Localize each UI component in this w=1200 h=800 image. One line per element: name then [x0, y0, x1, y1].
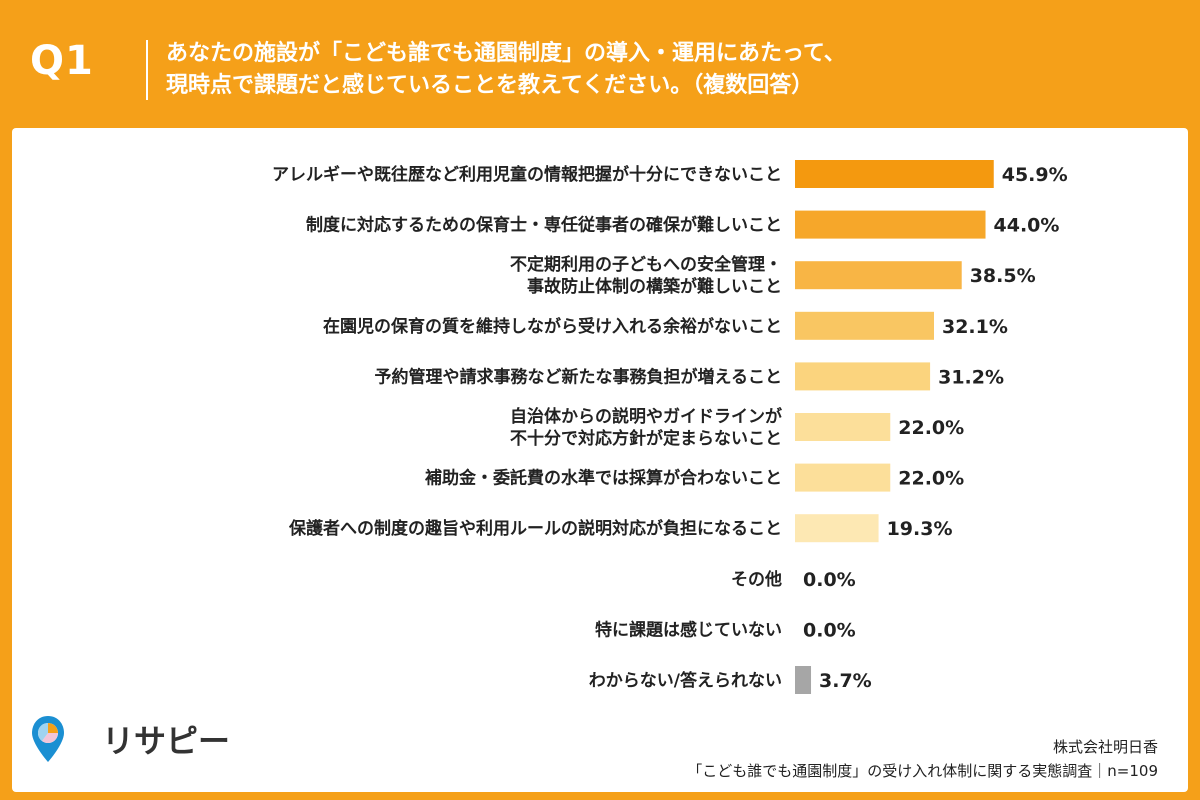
bar-0 [795, 160, 994, 188]
header: Q1 あなたの施設が「こども誰でも通園制度」の導入・運用にあたって、 現時点で課… [0, 0, 1200, 128]
value-label-2: 38.5% [970, 265, 1036, 287]
header-divider [146, 40, 148, 100]
category-label-6: 補助金・委託費の水準では採算が合わないこと [424, 468, 782, 489]
category-label-8: その他 [731, 569, 782, 590]
source-survey: 「こども誰でも通園制度」の受け入れ体制に関する実態調査｜n=109 [687, 762, 1158, 780]
question-title-line-1: あなたの施設が「こども誰でも通園制度」の導入・運用にあたって、 [166, 41, 846, 66]
source-credit: 株式会社明日香 「こども誰でも通園制度」の受け入れ体制に関する実態調査｜n=10… [687, 735, 1158, 783]
value-label-10: 3.7% [819, 670, 872, 692]
category-label-9: 特に課題は感じていない [595, 619, 782, 640]
value-label-7: 19.3% [887, 518, 953, 540]
category-label-2: 不定期利用の子どもへの安全管理・事故防止体制の構築が難しいこと [510, 254, 782, 297]
bar-4 [795, 362, 931, 391]
value-label-9: 0.0% [803, 619, 856, 641]
bar-1 [795, 210, 986, 239]
category-label-0: アレルギーや既往歴など利用児童の情報把握が十分にできないこと [272, 164, 782, 185]
value-label-8: 0.0% [803, 569, 856, 591]
bar-2 [795, 261, 962, 290]
value-label-6: 22.0% [898, 468, 964, 490]
value-label-5: 22.0% [898, 417, 964, 439]
bar-6 [795, 463, 891, 492]
question-title-line-2: 現時点で課題だと感じていることを教えてください。（複数回答） [166, 73, 814, 98]
brand-logo-text: リサピー [102, 722, 231, 760]
value-label-1: 44.0% [994, 215, 1060, 237]
bar-7 [795, 514, 879, 543]
pin-icon [32, 716, 64, 762]
category-label-7: 保護者への制度の趣旨や利用ルールの説明対応が負担になること [288, 518, 782, 539]
question-title: あなたの施設が「こども誰でも通園制度」の導入・運用にあたって、 現時点で課題だと… [166, 38, 1166, 102]
question-number: Q1 [30, 38, 94, 84]
source-company: 株式会社明日香 [1052, 738, 1158, 756]
value-label-0: 45.9% [1002, 164, 1068, 186]
chart-panel [12, 128, 1188, 792]
bar-5 [795, 413, 891, 441]
bar-10 [795, 666, 812, 694]
category-label-3: 在園児の保育の質を維持しながら受け入れる余裕がないこと [323, 316, 782, 337]
category-label-1: 制度に対応するための保育士・専任従事者の確保が難しいこと [306, 215, 782, 236]
value-label-3: 32.1% [942, 316, 1008, 338]
brand-logo: リサピー [30, 712, 230, 772]
bar-3 [795, 311, 934, 340]
category-label-4: 予約管理や請求事務など新たな事務負担が増えること [375, 366, 783, 387]
value-label-4: 31.2% [938, 366, 1004, 388]
category-label-10: わからない/答えられない [589, 670, 782, 691]
category-label-5: 自治体からの説明やガイドラインが不十分で対応方針が定まらないこと [510, 406, 782, 449]
